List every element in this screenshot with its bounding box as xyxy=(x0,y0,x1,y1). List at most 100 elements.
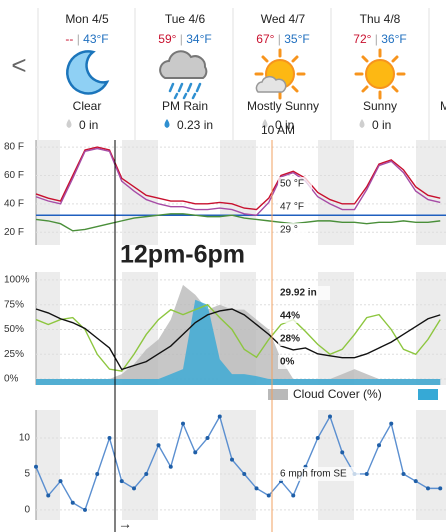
wind-point xyxy=(205,436,210,441)
precip: 0.23 in xyxy=(177,118,213,132)
readout-bg xyxy=(278,309,300,323)
line xyxy=(35,213,441,232)
readout: 6 mph from SE xyxy=(280,469,347,480)
readout: 29.92 in xyxy=(280,288,317,299)
low-temp: 36°F xyxy=(381,32,406,46)
y-tick-label: 20 F xyxy=(4,227,24,238)
day-name: Mon 4/5 xyxy=(65,12,109,26)
night-band xyxy=(122,410,158,520)
rain-icon xyxy=(159,50,208,100)
y-tick-label: 25% xyxy=(4,349,24,360)
drop-icon xyxy=(66,119,72,128)
readout-bg xyxy=(278,223,306,237)
day-name: Wed 4/7 xyxy=(261,12,306,26)
readout-bg xyxy=(278,355,294,369)
wind-point xyxy=(34,464,38,469)
condition: Mostly Sunny xyxy=(247,99,319,113)
annotation: 12pm-6pm xyxy=(120,241,245,269)
wind-point xyxy=(107,436,112,441)
readout-bg xyxy=(278,286,330,300)
temps: 72° | 36°F xyxy=(353,32,406,46)
high-temp: 59° xyxy=(158,32,176,46)
wind-point xyxy=(413,479,418,484)
readout: 50 °F xyxy=(280,179,304,190)
wind-point xyxy=(193,450,198,455)
wind-point xyxy=(340,450,345,455)
wind-point xyxy=(438,486,443,491)
drop-icon xyxy=(262,119,268,128)
high-temp: 72° xyxy=(353,32,371,46)
y-tick-label: 5 xyxy=(24,469,30,480)
low-temp: 43°F xyxy=(83,32,108,46)
mask-left xyxy=(0,140,36,532)
wind-point xyxy=(315,436,320,441)
low-temp: 34°F xyxy=(186,32,211,46)
y-tick-label: 50% xyxy=(4,324,24,335)
wind-point xyxy=(389,421,394,426)
y-tick-label: 10 xyxy=(19,433,31,444)
wind-point xyxy=(364,471,369,476)
sunny-icon xyxy=(354,48,406,100)
high-temp: -- xyxy=(65,32,73,46)
precip: 0 in xyxy=(275,118,294,132)
partial-day: M xyxy=(440,99,446,113)
wind-point xyxy=(266,493,271,498)
wind-point xyxy=(254,486,259,491)
wind-point xyxy=(377,443,381,448)
day-name: Thu 4/8 xyxy=(360,12,401,26)
drop-icon xyxy=(359,119,365,128)
temps: 67° | 35°F xyxy=(256,32,309,46)
wind-point xyxy=(83,507,87,512)
wind-point xyxy=(328,414,332,419)
y-tick-label: 60 F xyxy=(4,170,24,181)
night-band xyxy=(416,272,446,385)
wind-point xyxy=(242,471,247,476)
wind-point xyxy=(144,471,149,476)
line xyxy=(35,303,441,372)
line xyxy=(35,147,441,216)
y-tick-label: 0% xyxy=(4,374,19,385)
condition: Clear xyxy=(73,99,102,113)
wind-point xyxy=(46,493,51,498)
y-tick-label: 40 F xyxy=(4,198,24,209)
wind-point xyxy=(181,421,185,426)
readout-bg xyxy=(278,177,312,191)
day-header: < xyxy=(11,8,430,140)
wind-point xyxy=(401,471,406,476)
y-tick-label: 0 xyxy=(24,505,30,516)
wind-point xyxy=(58,479,63,484)
line xyxy=(35,146,441,211)
wind-point xyxy=(291,493,296,498)
wind-point xyxy=(119,479,124,484)
y-tick-label: 75% xyxy=(4,299,24,310)
night-band xyxy=(318,140,354,245)
readout-bg xyxy=(278,200,312,214)
footer-arrow: → xyxy=(118,516,132,532)
prev-button[interactable]: < xyxy=(11,50,26,80)
high-temp: 67° xyxy=(256,32,274,46)
night-band xyxy=(220,410,256,520)
legend-label: Cloud Cover (%) xyxy=(293,387,382,401)
y-tick-label: 100% xyxy=(4,275,30,286)
drop-icon xyxy=(164,119,170,128)
time-marker: 10 AM xyxy=(261,123,295,137)
wind-point xyxy=(156,443,161,448)
night-band xyxy=(416,410,446,520)
wind-point xyxy=(217,414,222,419)
wind-point xyxy=(426,486,430,491)
low-temp: 35°F xyxy=(284,32,309,46)
y-tick-label: 80 F xyxy=(4,142,24,153)
wind-point xyxy=(230,457,234,462)
temps: 59° | 34°F xyxy=(158,32,211,46)
wind-point xyxy=(70,500,75,505)
wind-point xyxy=(132,486,136,491)
night-band xyxy=(220,140,256,245)
area xyxy=(36,284,441,385)
wind-point xyxy=(95,471,100,476)
condition: PM Rain xyxy=(162,99,208,113)
partly-sunny-icon xyxy=(254,48,306,100)
readout: 44% xyxy=(280,311,300,322)
readout-bg xyxy=(278,332,300,346)
readout: 29 ° xyxy=(280,225,298,236)
